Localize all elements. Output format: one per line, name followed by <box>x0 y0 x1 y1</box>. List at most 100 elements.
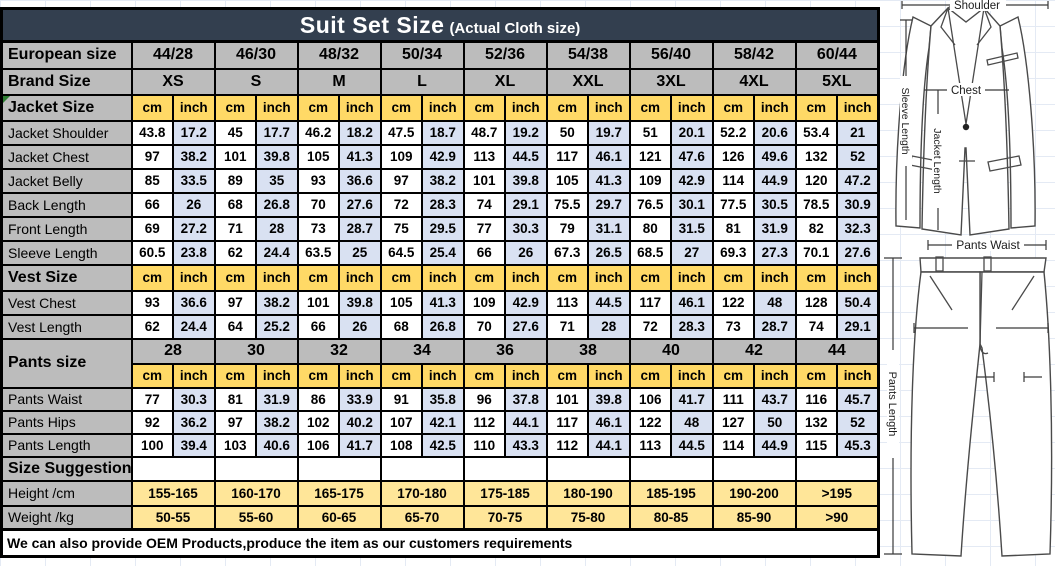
value-cm: 78.5 <box>794 191 838 218</box>
jacket-row-label: Jacket Shoulder <box>0 119 133 146</box>
value-inch: 26.8 <box>255 191 299 218</box>
unit-inch-header: inch <box>338 263 382 292</box>
title-main: Suit Set Size <box>299 11 445 38</box>
suggestion-row-label: Height /cm <box>0 479 133 507</box>
value-inch: 28.7 <box>338 215 382 242</box>
value-cm: 76.5 <box>628 191 672 218</box>
jacket-row-label: Jacket Chest <box>0 143 133 170</box>
unit-inch-header: inch <box>587 263 631 292</box>
value-inch: 26 <box>504 239 548 266</box>
range-cell: 65-70 <box>379 504 465 531</box>
value-inch: 35 <box>255 167 299 194</box>
value-cm: 79 <box>545 215 589 242</box>
value-cm: 109 <box>462 289 506 316</box>
value-inch: 41.3 <box>587 167 631 194</box>
value-inch: 21 <box>836 119 880 146</box>
brand-size-cell: L <box>379 67 465 96</box>
value-inch: 52 <box>836 143 880 170</box>
value-inch: 27.3 <box>753 239 797 266</box>
value-cm: 127 <box>711 409 755 435</box>
value-inch: 52 <box>836 409 880 435</box>
vest-size-label: Vest Size <box>0 263 133 292</box>
value-cm: 64 <box>213 313 257 340</box>
unit-cm-header: cm <box>379 263 423 292</box>
value-cm: 69 <box>130 215 174 242</box>
unit-inch-header: inch <box>753 362 797 389</box>
brand-size-cell: S <box>213 67 299 96</box>
jacket-button <box>962 123 970 131</box>
unit-cm-header: cm <box>213 263 257 292</box>
value-inch: 28.3 <box>421 191 465 218</box>
value-cm: 113 <box>545 289 589 316</box>
brand-size-cell: 3XL <box>628 67 714 96</box>
european-size-cell: 60/44 <box>794 40 880 70</box>
unit-inch-header: inch <box>670 362 714 389</box>
unit-cm-header: cm <box>545 263 589 292</box>
value-cm: 93 <box>296 167 340 194</box>
value-inch: 41.7 <box>338 432 382 458</box>
range-cell: 170-180 <box>379 479 465 507</box>
value-inch: 30.3 <box>172 386 216 412</box>
range-cell: 75-80 <box>545 504 631 531</box>
value-inch: 29.1 <box>504 191 548 218</box>
unit-inch-header: inch <box>836 362 880 389</box>
value-inch: 40.6 <box>255 432 299 458</box>
european-size-cell: 48/32 <box>296 40 382 70</box>
value-cm: 101 <box>462 167 506 194</box>
range-cell: >195 <box>794 479 880 507</box>
value-inch: 31.1 <box>587 215 631 242</box>
value-cm: 73 <box>711 313 755 340</box>
brand-size-label: Brand Size <box>0 67 133 96</box>
unit-cm-header: cm <box>130 362 174 389</box>
value-cm: 121 <box>628 143 672 170</box>
brand-size-cell: XS <box>130 67 216 96</box>
value-inch: 35.8 <box>421 386 465 412</box>
value-cm: 75.5 <box>545 191 589 218</box>
unit-cm-header: cm <box>213 362 257 389</box>
value-cm: 122 <box>711 289 755 316</box>
pants-size-cell: 28 <box>130 337 216 365</box>
value-cm: 68 <box>213 191 257 218</box>
value-inch: 33.9 <box>338 386 382 412</box>
pants-row-label: Pants Hips <box>0 409 133 435</box>
value-cm: 120 <box>794 167 838 194</box>
brand-size-cell: 5XL <box>794 67 880 96</box>
value-cm: 43.8 <box>130 119 174 146</box>
value-inch: 18.2 <box>338 119 382 146</box>
vest-row-label: Vest Length <box>0 313 133 340</box>
value-inch: 28 <box>587 313 631 340</box>
unit-inch-header: inch <box>172 362 216 389</box>
suit-size-table: Suit Set Size (Actual Cloth size) European… <box>0 7 881 558</box>
unit-inch-header: inch <box>753 93 797 122</box>
table-title: Suit Set Size (Actual Cloth size) <box>0 7 880 43</box>
unit-cm-header: cm <box>794 362 838 389</box>
pants-size-cell: 36 <box>462 337 548 365</box>
value-cm: 63.5 <box>296 239 340 266</box>
value-cm: 116 <box>794 386 838 412</box>
value-cm: 113 <box>462 143 506 170</box>
value-cm: 72 <box>379 191 423 218</box>
value-inch: 47.6 <box>670 143 714 170</box>
range-cell: 155-165 <box>130 479 216 507</box>
brand-size-cell: XL <box>462 67 548 96</box>
unit-inch-header: inch <box>670 263 714 292</box>
value-cm: 66 <box>130 191 174 218</box>
value-inch: 44.5 <box>670 432 714 458</box>
value-cm: 100 <box>130 432 174 458</box>
value-cm: 92 <box>130 409 174 435</box>
unit-cm-header: cm <box>296 93 340 122</box>
value-cm: 51 <box>628 119 672 146</box>
value-inch: 41.7 <box>670 386 714 412</box>
range-cell: 70-75 <box>462 504 548 531</box>
european-size-cell: 54/38 <box>545 40 631 70</box>
range-cell: >90 <box>794 504 880 531</box>
range-cell: 165-175 <box>296 479 382 507</box>
unit-cm-header: cm <box>794 263 838 292</box>
range-cell: 175-185 <box>462 479 548 507</box>
value-inch: 44.9 <box>753 432 797 458</box>
pants-diagram: Pants Length <box>884 256 1053 557</box>
european-size-cell: 50/34 <box>379 40 465 70</box>
empty-cell <box>213 455 299 482</box>
value-inch: 46.1 <box>670 289 714 316</box>
